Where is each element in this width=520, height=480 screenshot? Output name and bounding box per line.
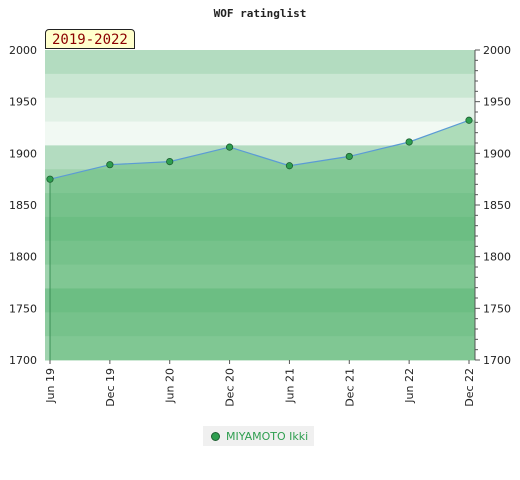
- data-point: [225, 143, 234, 151]
- y-tick-label: 1800: [9, 251, 37, 264]
- y-tick-label-right: 1850: [483, 199, 511, 212]
- y-tick-label: 1950: [9, 96, 37, 109]
- background-band: [45, 312, 475, 337]
- y-tick-label: 1750: [9, 302, 37, 315]
- series-line: [49, 119, 470, 180]
- legend[interactable]: MIYAMOTO Ikki: [203, 426, 315, 446]
- x-tick-label: Jun 20: [164, 368, 177, 404]
- x-tick-label: Jun 22: [403, 368, 416, 404]
- background-band: [45, 264, 475, 289]
- y-tick-label: 1900: [9, 147, 37, 160]
- background-bands: [45, 50, 475, 361]
- legend-label: MIYAMOTO Ikki: [226, 429, 309, 443]
- y-tick-label: 1700: [9, 354, 37, 367]
- y-tick-label-right: 1950: [483, 96, 511, 109]
- background-band: [45, 73, 475, 99]
- background-band: [45, 216, 475, 242]
- y-tick-label-right: 1750: [483, 302, 511, 315]
- x-axis: Jun 19 Dec 19 Jun 20 Dec 20 Jun 21 Dec 21 Jun …: [44, 360, 476, 407]
- data-point: [106, 161, 114, 169]
- y-tick-label: 2000: [9, 44, 37, 57]
- legend-marker: [211, 431, 220, 441]
- data-point: [345, 152, 353, 161]
- background-band: [45, 50, 475, 75]
- x-tick-label: Dec 19: [104, 368, 117, 407]
- x-tick-label: Dec 20: [224, 368, 237, 407]
- y-tick-label-right: 2000: [483, 44, 511, 57]
- y-tick-label-right: 1800: [483, 251, 511, 264]
- background-band: [45, 121, 475, 146]
- y-tick-label-right: 1700: [483, 354, 511, 367]
- x-tick-label: Jun 19: [44, 368, 57, 404]
- x-tick-label: Dec 21: [343, 368, 356, 407]
- background-band: [45, 145, 475, 170]
- y-tick-label: 1850: [9, 199, 37, 212]
- background-band: [45, 336, 475, 361]
- x-tick-label: Jun 21: [283, 368, 296, 404]
- data-point: [465, 116, 473, 124]
- data-point: [166, 158, 174, 166]
- data-point: [285, 162, 294, 170]
- y-axis-right: 2000 1950 1900 1850 1800 1750 1700: [474, 44, 511, 367]
- background-band: [45, 193, 475, 218]
- background-band: [45, 288, 475, 313]
- background-band: [45, 97, 475, 123]
- chart-title: WOF ratinglist: [214, 7, 307, 20]
- x-tick-label: Dec 22: [463, 368, 476, 407]
- series-area: [50, 120, 475, 360]
- data-point: [405, 138, 413, 146]
- y-tick-label-right: 1900: [483, 147, 511, 160]
- y-axis-left: 2000 1950 1900 1850 1800 1750 1700: [9, 44, 37, 367]
- background-band: [45, 169, 475, 194]
- period-label: 2019-2022: [45, 29, 135, 49]
- data-point: [46, 175, 54, 183]
- background-band: [45, 240, 475, 266]
- series-points: [46, 116, 473, 360]
